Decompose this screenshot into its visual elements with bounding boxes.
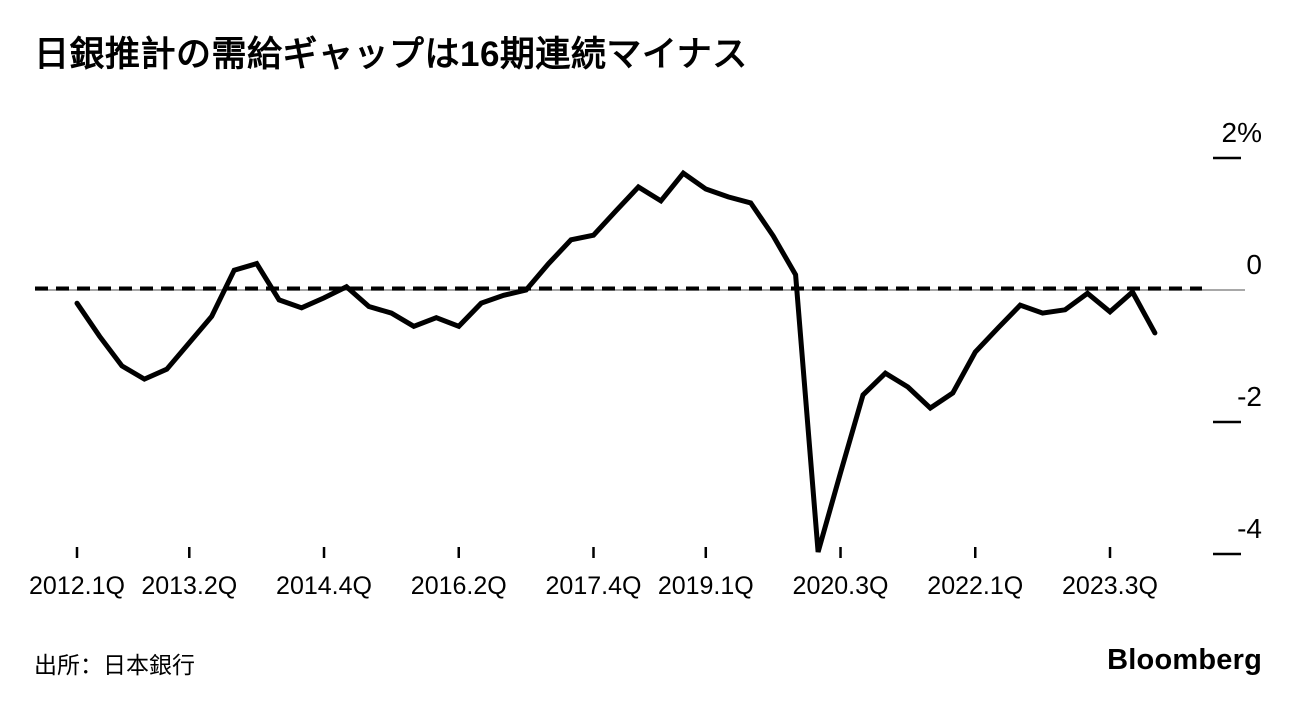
x-tick-label: 2020.3Q bbox=[793, 572, 889, 600]
y-tick-label: -4 bbox=[1237, 513, 1262, 544]
x-tick-label: 2014.4Q bbox=[276, 572, 372, 600]
y-tick-label: 0 bbox=[1246, 249, 1262, 280]
source-note: 出所：日本銀行 bbox=[34, 652, 195, 678]
x-tick-label: 2012.1Q bbox=[29, 572, 125, 600]
x-tick-label: 2013.2Q bbox=[141, 572, 237, 600]
x-tick-label: 2016.2Q bbox=[411, 572, 507, 600]
y-tick-label: 2% bbox=[1222, 117, 1262, 148]
series-line-output-gap bbox=[74, 169, 1158, 553]
y-tick-label: -2 bbox=[1237, 381, 1262, 412]
bloomberg-logo: Bloomberg bbox=[1107, 644, 1262, 676]
x-tick-label: 2023.3Q bbox=[1062, 572, 1158, 600]
page-title: 日銀推計の需給ギャップは16期連続マイナス bbox=[34, 35, 748, 74]
x-tick-label: 2019.1Q bbox=[658, 572, 754, 600]
x-tick-label: 2017.4Q bbox=[546, 572, 642, 600]
x-tick-label: 2022.1Q bbox=[927, 572, 1023, 600]
